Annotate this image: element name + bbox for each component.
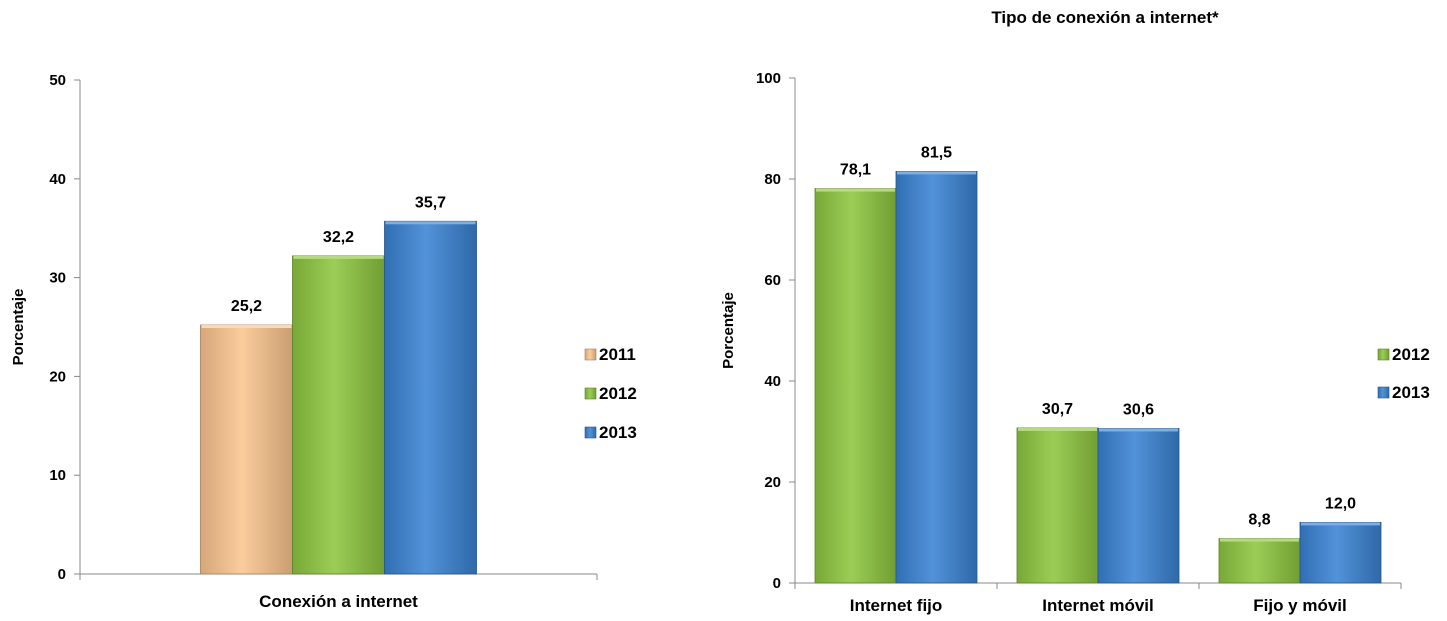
bar-top-highlight [1018, 427, 1097, 431]
legend-label-2012: 2012 [599, 384, 637, 403]
legend-swatch-2012 [584, 387, 597, 400]
chart-title: Tipo de conexión a internet* [991, 8, 1219, 27]
y-tick-label: 20 [764, 474, 781, 491]
bar-top-highlight [1301, 522, 1380, 526]
bar-top-highlight [1220, 538, 1299, 542]
data-label: 30,6 [1123, 401, 1154, 418]
y-tick-label: 50 [49, 72, 66, 89]
bar-top-highlight [201, 325, 292, 329]
category-label: Conexión a internet [259, 592, 418, 611]
bar-top-highlight [293, 255, 384, 259]
y-tick-label: 80 [764, 171, 781, 188]
legend-swatch-2011 [584, 348, 597, 361]
bar-2013 [895, 171, 978, 584]
data-label: 30,7 [1042, 401, 1073, 418]
legend-label-2013: 2013 [1392, 383, 1430, 402]
y-axis-label: Porcentaje [720, 292, 737, 369]
category-label: Fijo y móvil [1253, 596, 1347, 615]
category-label: Internet fijo [850, 596, 943, 615]
data-label: 78,1 [840, 162, 871, 179]
y-tick-label: 30 [49, 270, 66, 287]
bar-top-highlight [897, 171, 976, 175]
y-tick-label: 100 [756, 70, 781, 87]
legend-swatch-2012 [1377, 348, 1390, 361]
legend-label-2013: 2013 [599, 423, 637, 442]
data-label: 81,5 [921, 144, 952, 161]
bar-2013 [1299, 522, 1382, 584]
bar-2011 [200, 324, 293, 575]
y-tick-label: 0 [773, 575, 781, 592]
bar-top-highlight [385, 221, 476, 225]
legend-swatch-2013 [1377, 386, 1390, 399]
data-label: 32,2 [323, 229, 354, 246]
bar-top-highlight [1099, 428, 1178, 432]
chart-internet-connection: 0 10 20 30 40 50 Porcentaje 25,2 32,2 35,7 Conexió… [10, 72, 637, 611]
y-tick-label: 40 [764, 373, 781, 390]
y-tick-label: 40 [49, 171, 66, 188]
bar-2012 [1218, 538, 1301, 584]
bar-top-highlight [816, 188, 895, 192]
legend-swatch-2013 [584, 426, 597, 439]
data-label: 8,8 [1248, 512, 1270, 529]
y-tick-label: 10 [49, 467, 66, 484]
data-label: 25,2 [231, 298, 262, 315]
chart-connection-type: Tipo de conexión a internet* 0 20 40 60 80 100… [720, 8, 1430, 615]
y-tick-label: 60 [764, 272, 781, 289]
data-label: 35,7 [415, 194, 446, 211]
bar-2012 [1016, 427, 1099, 584]
legend-label-2012: 2012 [1392, 345, 1430, 364]
legend-label-2011: 2011 [599, 345, 636, 364]
data-label: 12,0 [1325, 495, 1356, 512]
bar-2012 [814, 188, 897, 584]
category-label: Internet móvil [1042, 596, 1153, 615]
y-axis-label: Porcentaje [10, 289, 27, 366]
bar-2013 [384, 220, 477, 575]
y-tick-label: 20 [49, 368, 66, 385]
bar-2013 [1097, 428, 1180, 584]
bar-2012 [292, 255, 385, 575]
y-tick-label: 0 [58, 566, 66, 583]
